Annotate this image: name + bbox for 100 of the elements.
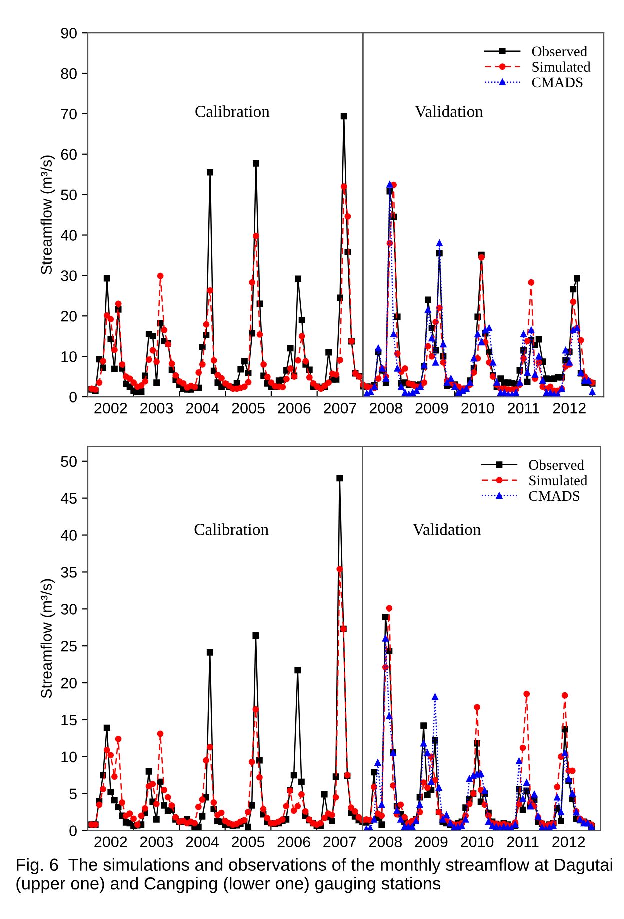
point: [540, 378, 546, 384]
point: [512, 390, 520, 396]
x-tick-label: 2005: [232, 402, 265, 414]
caption: Fig. 6 The simulations and observations of the monthly streamflow at Dagutai (upper one) and Cangping (lower one) gauging stations: [16, 858, 612, 894]
point: [375, 345, 382, 352]
legend-label: Simulated: [530, 475, 588, 486]
y-tick-label: 30: [61, 604, 77, 615]
point: [566, 776, 572, 782]
x-tick-label: 2002: [94, 836, 128, 848]
x-tick-label: 2005: [232, 836, 265, 848]
annotation: Validation: [415, 106, 484, 118]
point: [516, 758, 522, 765]
x-tick-label: 2009: [415, 836, 448, 848]
y-tick-label: 25: [61, 640, 77, 652]
point: [428, 335, 436, 342]
point: [398, 816, 404, 823]
point: [528, 327, 535, 334]
x-tick-label: 2002: [94, 402, 128, 414]
y-tick-label: 35: [61, 567, 77, 578]
point: [424, 750, 431, 756]
point: [368, 388, 374, 396]
point: [466, 776, 473, 782]
x-tick-label: 2011: [508, 402, 540, 414]
point: [536, 353, 542, 360]
point: [562, 347, 570, 354]
x-tick-label: 2010: [462, 402, 494, 414]
point: [440, 341, 447, 348]
y-tick-label: 80: [61, 68, 77, 80]
point: [486, 325, 493, 332]
x-tick-label: 2008: [370, 402, 402, 414]
point: [436, 240, 443, 247]
point: [382, 636, 389, 642]
point: [462, 816, 470, 823]
y-axis-title: Streamflow (m³/s): [40, 156, 56, 275]
point: [531, 791, 538, 798]
y-tick-label: 5: [70, 788, 77, 800]
point: [394, 808, 400, 814]
point: [482, 788, 488, 794]
y-tick-label: 20: [61, 678, 77, 689]
y-tick-label: 70: [61, 108, 77, 120]
point: [382, 376, 390, 382]
point: [425, 306, 432, 314]
x-tick-label: 2004: [186, 836, 220, 848]
point: [410, 390, 416, 396]
y-tick-label: 10: [62, 351, 77, 362]
y-tick-label: 15: [62, 714, 77, 726]
y-tick-label: 45: [60, 493, 77, 504]
y-tick-label: 20: [61, 311, 77, 322]
point: [432, 694, 438, 700]
point: [524, 780, 530, 786]
point: [470, 355, 478, 362]
y-tick-label: 0: [70, 826, 77, 836]
point: [409, 824, 416, 830]
point: [390, 331, 397, 338]
point: [394, 366, 401, 372]
point: [550, 823, 557, 830]
point: [414, 388, 420, 394]
point: [490, 359, 496, 366]
y-tick-label: 40: [60, 530, 77, 541]
point: [520, 331, 527, 338]
point: [386, 713, 393, 720]
point: [482, 327, 489, 334]
point: [501, 390, 508, 396]
point: [474, 331, 482, 338]
x-tick-label: 2009: [416, 402, 448, 414]
point: [520, 796, 526, 802]
point: [386, 182, 394, 188]
point: [448, 376, 454, 382]
x-tick-label: 2003: [140, 836, 174, 848]
point: [524, 370, 531, 376]
point: [458, 823, 466, 830]
x-tick-label: 2012: [552, 836, 586, 848]
y-tick-label: 30: [61, 270, 77, 282]
x-tick-label: 2006: [278, 402, 311, 414]
point: [486, 818, 492, 826]
annotation: Calibration: [194, 524, 269, 536]
x-tick-label: 2010: [461, 836, 494, 848]
legend-label: Observed: [529, 460, 584, 470]
y-tick-label: 50: [61, 456, 77, 468]
point: [562, 750, 568, 756]
point: [554, 794, 561, 801]
point: [398, 384, 405, 390]
x-tick-label: 2006: [278, 836, 310, 848]
x-tick-label: 2007: [324, 402, 356, 414]
point: [378, 802, 386, 808]
legend-label: Simulated: [532, 62, 591, 72]
point: [589, 388, 596, 396]
point: [532, 372, 538, 378]
point: [416, 802, 424, 808]
x-tick-label: 2012: [553, 402, 586, 414]
point: [374, 760, 382, 766]
y-tick-label: 90: [61, 28, 77, 39]
point: [428, 778, 435, 786]
point: [558, 809, 564, 816]
legend-label: Observed: [532, 46, 588, 57]
x-tick-label: 2004: [186, 402, 220, 414]
y-tick-label: 50: [61, 190, 77, 201]
x-tick-label: 2008: [369, 836, 402, 848]
point: [420, 740, 428, 747]
point: [478, 339, 485, 346]
